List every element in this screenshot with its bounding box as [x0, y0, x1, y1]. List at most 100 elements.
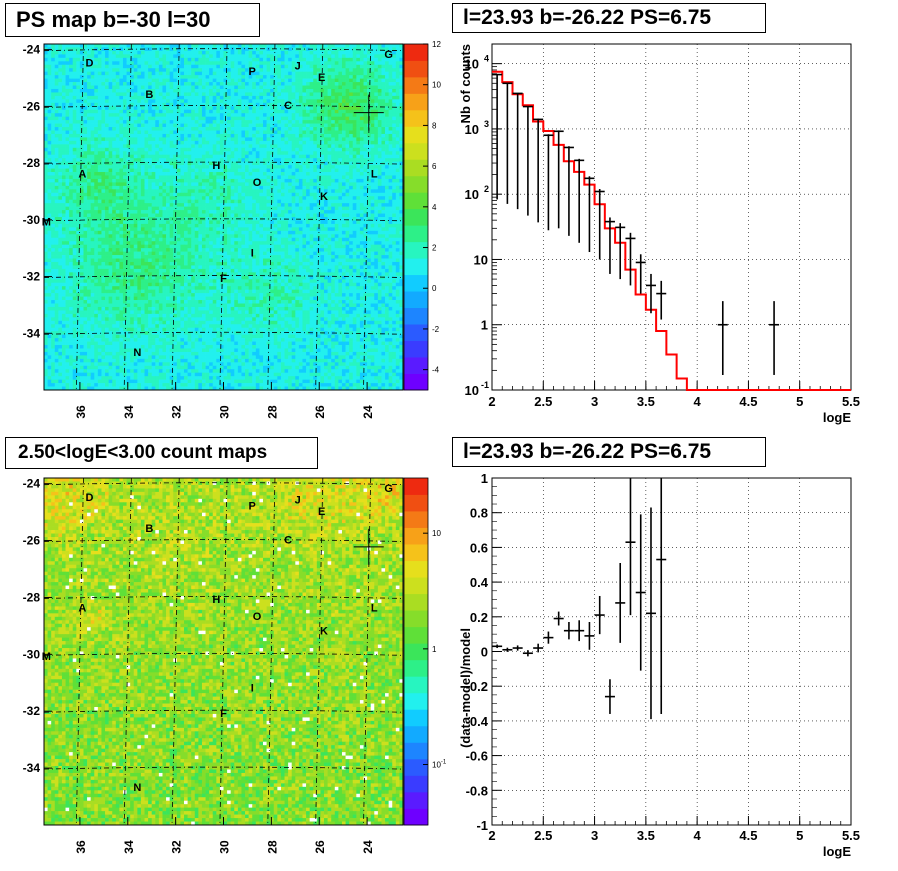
heatmap-cell — [61, 192, 66, 197]
heatmap-cell — [298, 210, 303, 214]
heatmap-cell — [180, 85, 185, 90]
heatmap-cell — [201, 206, 206, 211]
heatmap-cell — [352, 185, 357, 190]
heatmap-cell — [309, 168, 314, 173]
heatmap-cell — [58, 158, 63, 162]
heatmap-cell — [61, 196, 66, 201]
heatmap-cell — [122, 133, 127, 138]
heatmap-cell — [205, 85, 210, 90]
heatmap-cell — [241, 199, 246, 204]
heatmap-cell — [237, 71, 242, 76]
heatmap-cell — [367, 82, 372, 86]
heatmap-cell — [51, 88, 56, 93]
heatmap-cell — [176, 137, 181, 142]
heatmap-cell — [166, 88, 170, 93]
heatmap-cell — [205, 133, 210, 138]
heatmap-cell — [140, 44, 145, 48]
heatmap-cell — [230, 57, 235, 62]
heatmap-cell — [133, 78, 138, 83]
heatmap-cell — [327, 82, 332, 86]
heatmap-cell — [338, 127, 343, 131]
heatmap-cell — [216, 151, 221, 156]
heatmap-cell — [162, 147, 167, 152]
heatmap-cell — [72, 140, 77, 145]
heatmap-cell — [137, 71, 142, 76]
heatmap-cell — [144, 137, 149, 142]
heatmap-cell — [280, 210, 285, 214]
heatmap-cell — [377, 144, 382, 149]
heatmap-cell — [349, 47, 354, 52]
heatmap-cell — [252, 144, 257, 149]
heatmap-cell — [248, 123, 253, 128]
heatmap-cell — [381, 210, 386, 214]
heatmap-cell — [90, 172, 95, 176]
heatmap-cell — [381, 102, 386, 107]
heatmap-cell — [115, 189, 120, 194]
heatmap-cell — [320, 178, 325, 183]
heatmap-cell — [44, 92, 48, 97]
heatmap-cell — [324, 57, 328, 62]
heatmap-cell — [194, 151, 199, 156]
heatmap-cell — [223, 189, 228, 194]
heatmap-cell — [345, 151, 350, 156]
heatmap-cell — [320, 130, 325, 135]
heatmap-cell — [252, 64, 257, 69]
heatmap-cell — [295, 61, 300, 66]
heatmap-cell — [374, 57, 379, 62]
heatmap-cell — [388, 151, 393, 156]
heatmap-cell — [367, 172, 372, 176]
heatmap-cell — [148, 147, 153, 152]
heatmap-cell — [212, 185, 217, 190]
heatmap-cell — [259, 64, 264, 69]
heatmap-cell — [209, 78, 214, 83]
heatmap-cell — [61, 123, 66, 128]
heatmap-cell — [44, 165, 48, 169]
heatmap-cell — [162, 144, 167, 149]
heatmap-cell — [69, 175, 74, 180]
heatmap-cell — [216, 85, 221, 90]
heatmap-cell — [295, 158, 300, 162]
heatmap-cell — [345, 44, 350, 48]
heatmap-cell — [377, 147, 382, 152]
heatmap-cell — [58, 210, 63, 214]
heatmap-cell — [320, 64, 325, 69]
heatmap-cell — [374, 120, 379, 124]
heatmap-cell — [399, 92, 404, 97]
heatmap-cell — [166, 203, 170, 207]
heatmap-cell — [327, 172, 332, 176]
heatmap-cell — [395, 78, 400, 83]
heatmap-cell — [331, 44, 336, 48]
heatmap-cell — [349, 92, 354, 97]
heatmap-cell — [252, 57, 257, 62]
heatmap-cell — [370, 92, 375, 97]
heatmap-cell — [377, 123, 382, 128]
heatmap-cell — [284, 61, 289, 66]
heatmap-cell — [349, 120, 354, 124]
heatmap-cell — [288, 109, 293, 114]
heatmap-cell — [313, 182, 318, 187]
heatmap-cell — [194, 88, 199, 93]
heatmap-cell — [158, 140, 163, 145]
heatmap-cell — [248, 196, 253, 201]
heatmap-cell — [205, 95, 210, 100]
heatmap-cell — [76, 85, 81, 90]
heatmap-cell — [126, 113, 131, 118]
heatmap-cell — [237, 161, 242, 166]
heatmap-cell — [79, 196, 84, 201]
heatmap-cell — [51, 113, 56, 118]
heatmap-cell — [148, 196, 153, 201]
heatmap-cell — [54, 175, 59, 180]
heatmap-cell — [259, 102, 264, 107]
heatmap-cell — [219, 189, 224, 194]
heatmap-cell — [356, 92, 361, 97]
heatmap-cell — [248, 47, 253, 52]
heatmap-cell — [252, 213, 257, 218]
heatmap-cell — [115, 199, 120, 204]
heatmap-cell — [245, 206, 249, 211]
heatmap-cell — [176, 61, 181, 66]
heatmap-cell — [388, 137, 393, 142]
heatmap-cell — [162, 47, 167, 52]
heatmap-cell — [388, 147, 393, 152]
heatmap-cell — [79, 92, 84, 97]
heatmap-cell — [79, 133, 84, 138]
